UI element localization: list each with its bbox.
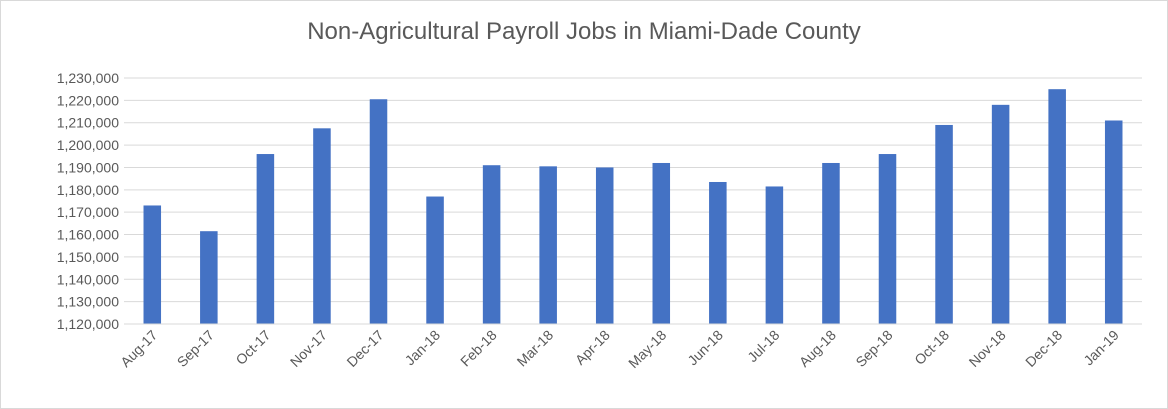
bar xyxy=(595,167,614,324)
y-tick-label: 1,180,000 xyxy=(57,182,119,198)
y-tick-label: 1,210,000 xyxy=(57,115,119,131)
x-tick-label: Apr-18 xyxy=(572,327,613,368)
x-tick-label: Jan-18 xyxy=(402,327,444,369)
x-tick-label: Aug-17 xyxy=(117,327,160,370)
x-tick-label: Nov-18 xyxy=(965,327,1008,370)
x-tick-label: Sep-18 xyxy=(852,327,895,370)
bar xyxy=(878,154,897,324)
bar xyxy=(1048,89,1066,324)
bar xyxy=(143,205,162,324)
bar xyxy=(539,166,557,324)
y-tick-label: 1,190,000 xyxy=(57,159,119,175)
bar xyxy=(652,162,671,324)
y-tick-label: 1,220,000 xyxy=(57,92,119,108)
x-tick-label: Oct-18 xyxy=(911,327,952,368)
bar xyxy=(482,165,501,324)
bar xyxy=(765,186,784,324)
x-tick-label: Jan-19 xyxy=(1080,327,1122,369)
bar xyxy=(991,104,1010,324)
x-tick-label: Jul-18 xyxy=(744,327,782,365)
x-tick-label: Nov-17 xyxy=(287,327,330,370)
bar xyxy=(822,162,840,324)
bar xyxy=(369,99,388,324)
x-tick-label: Jun-18 xyxy=(684,327,726,369)
y-tick-label: 1,230,000 xyxy=(57,70,119,86)
bar xyxy=(935,124,953,324)
y-tick-label: 1,200,000 xyxy=(57,137,119,153)
x-tick-label: Sep-17 xyxy=(174,327,217,370)
y-tick-label: 1,140,000 xyxy=(57,271,119,287)
bar xyxy=(200,231,218,324)
x-tick-label: Oct-17 xyxy=(232,327,273,368)
x-tick-label: Aug-18 xyxy=(796,327,839,370)
bar xyxy=(709,181,727,324)
y-tick-label: 1,170,000 xyxy=(57,204,119,220)
chart-title: Non-Agricultural Payroll Jobs in Miami-D… xyxy=(307,18,861,45)
x-tick-label: Feb-18 xyxy=(457,327,500,370)
x-tick-label: Dec-18 xyxy=(1022,327,1065,370)
y-tick-label: 1,150,000 xyxy=(57,249,119,265)
bar xyxy=(1104,120,1123,324)
bar xyxy=(256,154,275,324)
bar xyxy=(426,196,444,324)
x-tick-label: Dec-17 xyxy=(343,327,386,370)
y-tick-label: 1,120,000 xyxy=(57,316,119,332)
y-tick-label: 1,130,000 xyxy=(57,294,119,310)
x-tick-label: Mar-18 xyxy=(514,327,557,370)
bar xyxy=(313,128,331,324)
y-tick-label: 1,160,000 xyxy=(57,227,119,243)
x-tick-label: May-18 xyxy=(625,327,669,371)
